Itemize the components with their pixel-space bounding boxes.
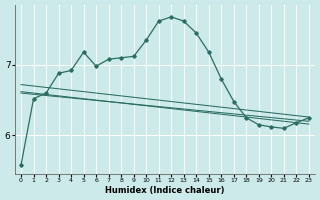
- X-axis label: Humidex (Indice chaleur): Humidex (Indice chaleur): [105, 186, 225, 195]
